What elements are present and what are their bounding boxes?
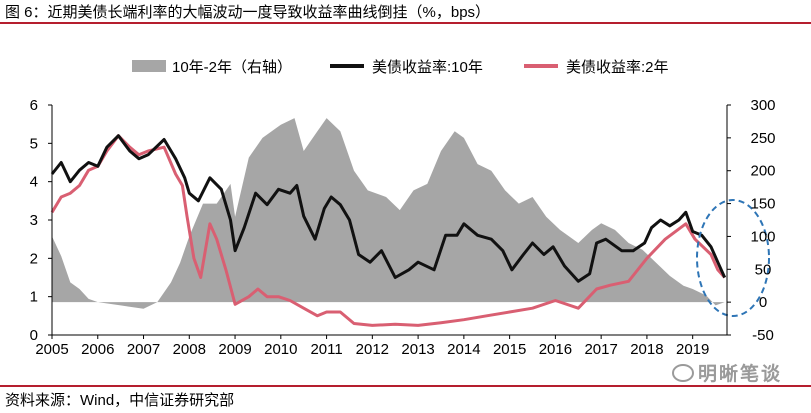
x-tick-label: 2008 [173, 341, 206, 356]
x-tick-label: 2007 [127, 341, 160, 356]
x-tick-label: 2018 [630, 341, 663, 356]
legend-label-10y: 美债收益率:10年 [372, 59, 483, 76]
y-left-tick-label: 1 [30, 289, 38, 306]
x-tick-label: 2005 [35, 341, 68, 356]
x-tick-label: 2010 [264, 341, 297, 356]
series-area-10y-2y-spread [52, 118, 725, 309]
x-tick-label: 2012 [356, 341, 389, 356]
y-right-tick-label: -50 [752, 327, 774, 344]
y-right-tick-label: 250 [750, 130, 775, 147]
source-note: 资料来源：Wind，中信证券研究部 [5, 392, 235, 409]
wechat-icon [672, 363, 694, 382]
x-tick-label: 2014 [447, 341, 480, 356]
x-tick-label: 2013 [401, 341, 434, 356]
legend-label-2y: 美债收益率:2年 [566, 59, 669, 76]
legend: 10年-2年（右轴） 美债收益率:10年 美债收益率:2年 [132, 59, 669, 76]
series-line-2y-yield [50, 134, 726, 327]
y-right-tick-label: 0 [759, 294, 767, 311]
axes: 2005 2006 2007 2008 2009 2010 2011 2012 2013 2014… [30, 97, 776, 356]
x-tick-label: 2006 [81, 341, 114, 356]
watermark-text: 明晰笔谈 [698, 364, 783, 385]
legend-swatch-spread [132, 60, 166, 72]
y-left-tick-label: 3 [30, 212, 38, 229]
chart: 10年-2年（右轴） 美债收益率:10年 美债收益率:2年 2005 2006 20… [30, 59, 776, 356]
x-tick-label: 2011 [310, 341, 342, 356]
y-left-tick-label: 6 [30, 97, 38, 114]
y-left-tick-label: 4 [30, 174, 38, 191]
plot-area [50, 118, 770, 327]
y-right-tick-label: 300 [750, 97, 775, 114]
y-right-tick-label: 200 [750, 163, 775, 180]
top-rule [0, 22, 811, 24]
series-line-10y-yield [50, 134, 727, 283]
x-tick-label: 2017 [584, 341, 617, 356]
x-tick-label: 2019 [676, 341, 709, 356]
x-tick-label: 2009 [218, 341, 251, 356]
y-left-tick-label: 0 [30, 327, 38, 344]
x-tick-label: 2015 [493, 341, 526, 356]
x-tick-label: 2016 [539, 341, 572, 356]
y-right-tick-label: 50 [755, 261, 772, 278]
annotation-ellipse [696, 199, 770, 317]
bottom-rule [0, 385, 811, 387]
figure-title: 图 6：近期美债长端利率的大幅波动一度导致收益率曲线倒挂（%，bps） [5, 4, 491, 21]
y-right-tick-label: 100 [750, 228, 775, 245]
legend-label-spread: 10年-2年（右轴） [172, 59, 292, 76]
watermark: 明晰笔谈 [672, 359, 782, 386]
y-left-tick-label: 2 [30, 250, 38, 267]
y-right-tick-label: 150 [750, 196, 775, 213]
y-left-tick-label: 5 [30, 135, 38, 152]
